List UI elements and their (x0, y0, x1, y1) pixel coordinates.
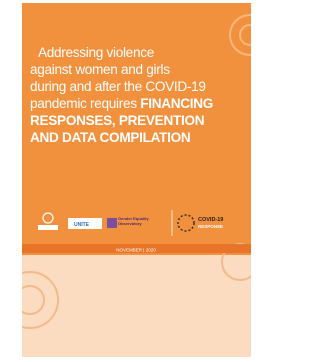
title-part: pandemic requires (30, 96, 137, 111)
covid-text: COVID-19 (198, 217, 223, 223)
observatory-label: Gender Equality Observatory (118, 217, 162, 231)
unite-text: UNITE (74, 222, 90, 228)
title-line: pandemic requires FINANCING (30, 96, 213, 111)
cover: Addressing violence against women and gi… (0, 0, 251, 362)
title-line: during and after the COVID-19 (30, 79, 206, 94)
page: Addressing violence against women and gi… (0, 0, 251, 362)
cover-art: Addressing violence against women and gi… (2, 3, 251, 357)
observatory-text: Gender Equality Observatory (118, 217, 162, 226)
cepal-logo (38, 225, 58, 230)
title-line: against women and girls (30, 62, 170, 77)
date: NOVEMBER | 2020 (116, 248, 156, 253)
observatory-icon (107, 218, 117, 228)
title-line: AND DATA COMPILATION (30, 130, 190, 145)
response-text: RESPONSE (198, 224, 223, 229)
title-line: Addressing violence (38, 45, 154, 60)
title-bold-part: FINANCING (140, 96, 213, 111)
title-line: RESPONSES, PREVENTION (30, 113, 204, 128)
